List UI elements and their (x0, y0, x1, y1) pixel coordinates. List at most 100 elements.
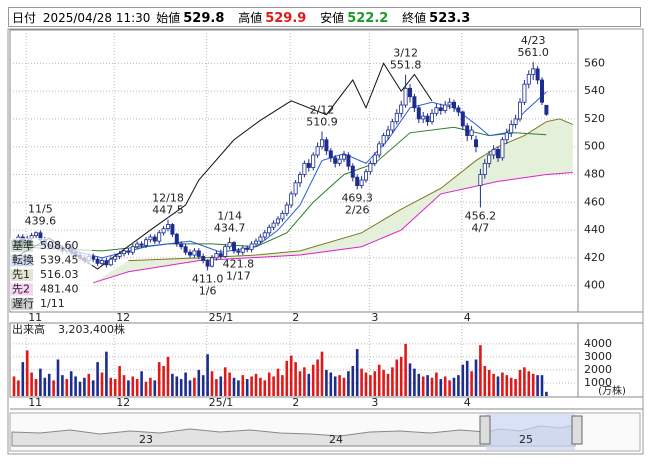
legend-value: 508.60 (40, 239, 79, 252)
volume-bar (461, 364, 465, 396)
volume-bar (338, 375, 341, 396)
candle-body (249, 243, 254, 250)
volume-bar (417, 373, 421, 396)
legend-swatch (11, 269, 33, 281)
candle-body (223, 246, 228, 257)
volume-title: 出来高 (12, 322, 45, 336)
navigator-handle[interactable] (571, 415, 583, 445)
volume-bar (250, 376, 253, 396)
volume-bar (153, 380, 157, 396)
volume-bar (413, 368, 416, 396)
annotation-value: 456.2 (465, 210, 497, 223)
volume-bar (96, 362, 99, 396)
candle-body (460, 111, 465, 127)
candle-body (236, 250, 241, 253)
volume-bar (215, 379, 218, 396)
candle-body (231, 242, 236, 252)
volume-bar (263, 380, 267, 396)
candle-body (355, 176, 360, 186)
indicator-line (128, 118, 573, 262)
label: 高値 (238, 11, 263, 25)
candle-body (416, 107, 421, 120)
label: 始値 (156, 11, 181, 25)
volume-bar (241, 375, 245, 396)
candle-body (122, 250, 127, 255)
candle-body (363, 171, 368, 181)
candle-body (192, 250, 197, 256)
navigator-label: 23 (139, 433, 153, 446)
frame (7, 28, 644, 455)
navigator-window (486, 414, 575, 450)
x-tick-label: 11 (28, 396, 42, 409)
volume-bar (245, 379, 249, 396)
volume-bar (219, 376, 223, 396)
volume-bar (34, 379, 38, 396)
y-tick-label: 480 (584, 167, 605, 180)
candle-body (209, 257, 214, 267)
legend-value: 539.45 (40, 254, 79, 267)
volume-bar (294, 362, 297, 396)
candle-body (183, 246, 188, 253)
legend-value: 516.03 (40, 268, 79, 281)
legend-swatch (11, 298, 33, 310)
volume-bar (298, 371, 302, 396)
navigator: 23 24 25 (9, 412, 641, 452)
volume-bar (320, 351, 324, 396)
candle-body (407, 87, 412, 98)
volume-bar (399, 356, 403, 396)
candle-body (104, 260, 109, 266)
y-tick-label: 400 (584, 279, 605, 292)
candle-body (368, 162, 373, 173)
candle-body (297, 174, 302, 184)
candle-body (434, 107, 439, 114)
candle-body (526, 74, 531, 85)
plot (11, 61, 573, 284)
volume-bar (206, 354, 209, 396)
candle-body (451, 101, 456, 109)
x-tick-label: 2 (292, 396, 299, 409)
volume-bar (325, 369, 328, 396)
volume-bar (505, 375, 509, 396)
legend-swatch (11, 254, 33, 267)
label: 日付 (12, 11, 37, 25)
candle-body (201, 256, 206, 262)
volume-bar (421, 376, 425, 396)
volume-bar (439, 379, 443, 396)
y-tick-label: 460 (584, 195, 605, 208)
volume-bar (69, 371, 73, 396)
volume-bar (171, 373, 174, 396)
candle-body (170, 224, 175, 235)
volume-bar (179, 379, 183, 396)
volume-bar (483, 366, 487, 396)
x-tick-label: 12 (116, 396, 130, 409)
volume-bar (56, 359, 60, 396)
volume-bar (377, 364, 381, 396)
volume-bar (47, 373, 51, 396)
legend-name: 先2 (12, 283, 30, 296)
candle-body (425, 115, 430, 123)
y-tick-label: 440 (584, 223, 605, 236)
volume-bar (254, 373, 258, 396)
y-tick-label: 500 (584, 140, 605, 153)
candle-body (456, 107, 461, 113)
volume-bar (430, 377, 434, 396)
legend-name: 先1 (12, 268, 30, 281)
candle-body (319, 139, 324, 148)
volume-bar (448, 380, 451, 396)
label: 安値 (320, 11, 345, 25)
volume-bar (479, 345, 482, 396)
volume-bar (514, 379, 517, 396)
value: 523.3 (429, 11, 471, 26)
volume-bar (355, 349, 359, 396)
indicator-line (93, 172, 573, 284)
volume-bar (527, 371, 531, 396)
navigator-handle[interactable] (479, 415, 491, 445)
cloud (93, 118, 573, 283)
volume-bar (487, 369, 491, 396)
candle-body (311, 154, 316, 168)
annotation-value: 551.8 (390, 59, 422, 72)
annotation-date: 1/6 (199, 284, 217, 297)
volume-bar (109, 377, 113, 396)
